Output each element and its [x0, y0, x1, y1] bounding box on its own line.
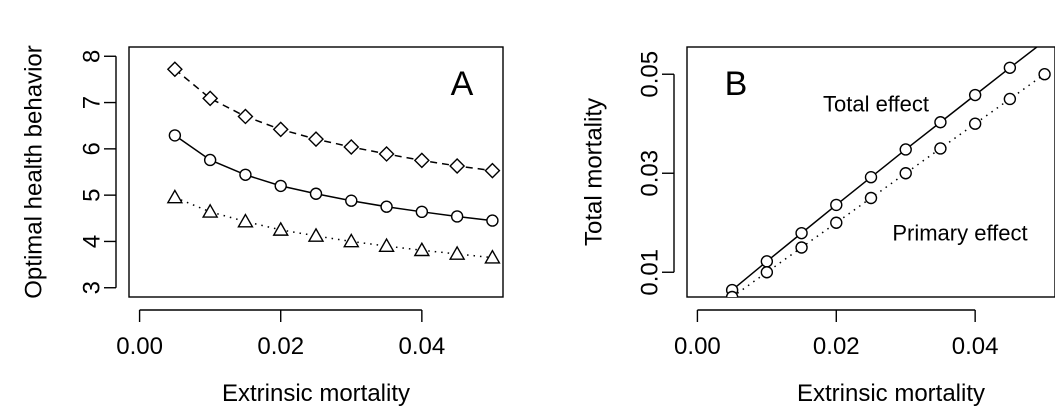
panel-b: 0.00 0.02 0.04 0.01 0.03 0.05 Extrinsic mortal… — [581, 46, 1055, 407]
y-tick-label: 3 — [79, 281, 106, 294]
data-point — [760, 266, 774, 279]
x-tick-label: 0.04 — [952, 333, 999, 360]
data-area — [166, 61, 501, 264]
data-point — [237, 108, 254, 125]
panel-a: 0.00 0.02 0.04 3 4 5 6 7 8 Extrinsic mortality Opt… — [21, 45, 504, 407]
data-point — [272, 121, 289, 138]
data-point — [202, 90, 219, 107]
data-point — [484, 249, 501, 264]
y-tick-label: 0.03 — [637, 150, 664, 197]
data-point — [237, 213, 254, 228]
panel-label: A — [451, 65, 474, 103]
data-point — [309, 187, 323, 200]
data-point — [166, 189, 184, 204]
data-point — [450, 210, 464, 223]
y-tick-label: 0.01 — [637, 249, 664, 296]
data-point — [272, 221, 289, 236]
plot-frame — [128, 46, 504, 298]
data-point — [307, 227, 325, 242]
series-annotation: Total effect — [823, 92, 929, 117]
y-axis-label: Total mortality — [581, 98, 608, 246]
data-point — [899, 143, 912, 156]
data-point — [448, 245, 466, 260]
data-point — [795, 226, 808, 240]
plot-frame — [686, 46, 1055, 298]
x-tick-label: 0.00 — [674, 333, 721, 360]
series-line — [174, 196, 493, 259]
data-point — [345, 194, 358, 207]
data-point — [864, 191, 878, 205]
data-point — [486, 214, 499, 227]
series-line — [731, 73, 1046, 297]
data-point — [203, 153, 217, 167]
x-tick-label: 0.04 — [398, 333, 445, 360]
x-tick-label: 0.02 — [257, 333, 304, 360]
data-point — [484, 162, 501, 179]
data-point — [308, 131, 324, 148]
data-point — [413, 152, 430, 169]
data-point — [1003, 92, 1017, 106]
y-tick-label: 8 — [79, 50, 106, 63]
x-axis-label: Extrinsic mortality — [222, 380, 410, 407]
data-point — [413, 241, 431, 257]
data-point — [899, 167, 912, 180]
data-point — [166, 61, 183, 78]
data-point — [968, 117, 982, 130]
data-point — [934, 142, 947, 155]
data-point — [1042, 47, 1047, 48]
panel-label: B — [725, 65, 748, 103]
data-point — [1038, 68, 1051, 81]
data-point — [239, 168, 252, 181]
data-point — [760, 255, 774, 268]
y-tick-label: 4 — [79, 235, 106, 248]
data-point — [864, 170, 878, 184]
data-point — [968, 88, 982, 102]
data-point — [725, 290, 739, 297]
series-line — [174, 134, 493, 222]
data-point — [934, 116, 947, 129]
y-axis-label: Optimal health behavior — [21, 45, 48, 298]
data-point — [795, 241, 808, 254]
data-point — [168, 129, 182, 142]
data-area — [725, 47, 1051, 297]
data-point — [1003, 61, 1017, 74]
data-point — [343, 139, 360, 155]
data-point — [343, 233, 360, 248]
data-point — [415, 205, 429, 219]
data-point — [274, 179, 287, 193]
series-line — [731, 47, 1039, 291]
y-tick-label: 7 — [79, 96, 106, 109]
y-tick-label: 5 — [79, 188, 106, 201]
data-point — [449, 157, 466, 174]
data-point — [378, 237, 395, 253]
x-axis-label: Extrinsic mortality — [797, 380, 985, 407]
series-line — [174, 68, 493, 172]
y-tick-label: 6 — [79, 142, 106, 155]
data-point — [378, 145, 395, 162]
data-point — [380, 200, 393, 213]
series-annotation: Primary effect — [892, 221, 1027, 246]
x-tick-label: 0.00 — [116, 333, 163, 360]
x-tick-label: 0.02 — [813, 333, 860, 360]
y-tick-label: 0.05 — [637, 51, 664, 98]
data-point — [830, 216, 843, 229]
data-point — [201, 203, 219, 218]
data-point — [830, 198, 843, 212]
